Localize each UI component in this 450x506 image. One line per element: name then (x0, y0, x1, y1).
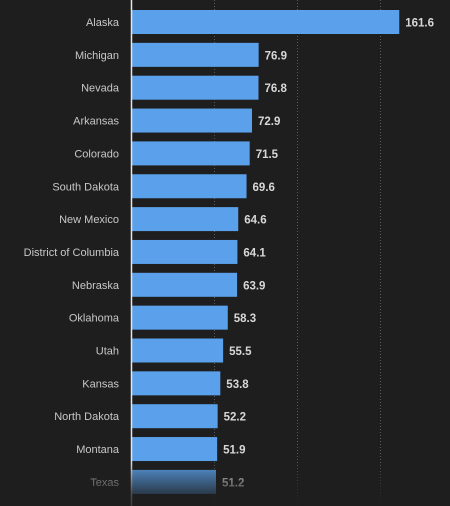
bar (131, 272, 238, 297)
value-label: 52.2 (224, 412, 246, 424)
bar (131, 174, 247, 199)
category-label: North Dakota (54, 411, 120, 423)
value-label: 58.3 (234, 313, 256, 325)
bar (131, 141, 250, 166)
value-label: 55.5 (229, 346, 252, 358)
category-label: Arkansas (73, 116, 119, 128)
value-label: 53.8 (226, 379, 249, 391)
value-label: 69.6 (253, 182, 275, 194)
value-labels: 161.6 76.9 76.8 72.9 71.5 69.6 64.6 64.1 63.9 58.… (222, 18, 434, 490)
value-label: 76.9 (265, 50, 287, 62)
category-label: Texas (90, 477, 119, 489)
value-label: 64.1 (243, 247, 266, 259)
bar (131, 75, 259, 100)
category-label: Montana (76, 444, 120, 456)
value-label: 71.5 (256, 149, 279, 161)
category-label: Kansas (82, 378, 119, 390)
value-label: 51.9 (223, 445, 245, 457)
category-label: Nevada (81, 83, 120, 95)
value-label: 76.8 (264, 83, 287, 95)
category-label: Alaska (86, 17, 120, 29)
bar (131, 371, 221, 396)
value-label: 72.9 (258, 116, 280, 128)
bar (131, 239, 238, 264)
category-label: New Mexico (59, 214, 119, 226)
category-label: Nebraska (72, 280, 120, 292)
bar (131, 42, 259, 67)
value-label: 51.2 (222, 477, 244, 489)
category-label: District of Columbia (24, 247, 120, 259)
bar (131, 108, 253, 133)
bar (131, 469, 216, 494)
bar (131, 437, 218, 462)
category-label: South Dakota (52, 181, 120, 193)
value-label: 64.6 (244, 215, 266, 227)
category-label: Utah (96, 346, 119, 358)
bar (131, 404, 218, 429)
value-label: 63.9 (243, 280, 265, 292)
bar (131, 10, 400, 34)
bar (131, 207, 239, 232)
category-label: Colorado (74, 148, 119, 160)
bar (131, 305, 228, 330)
value-label: 161.6 (405, 18, 434, 30)
category-label: Oklahoma (69, 313, 120, 325)
bar (131, 338, 224, 363)
bars (131, 10, 400, 494)
category-label: Michigan (75, 50, 119, 62)
